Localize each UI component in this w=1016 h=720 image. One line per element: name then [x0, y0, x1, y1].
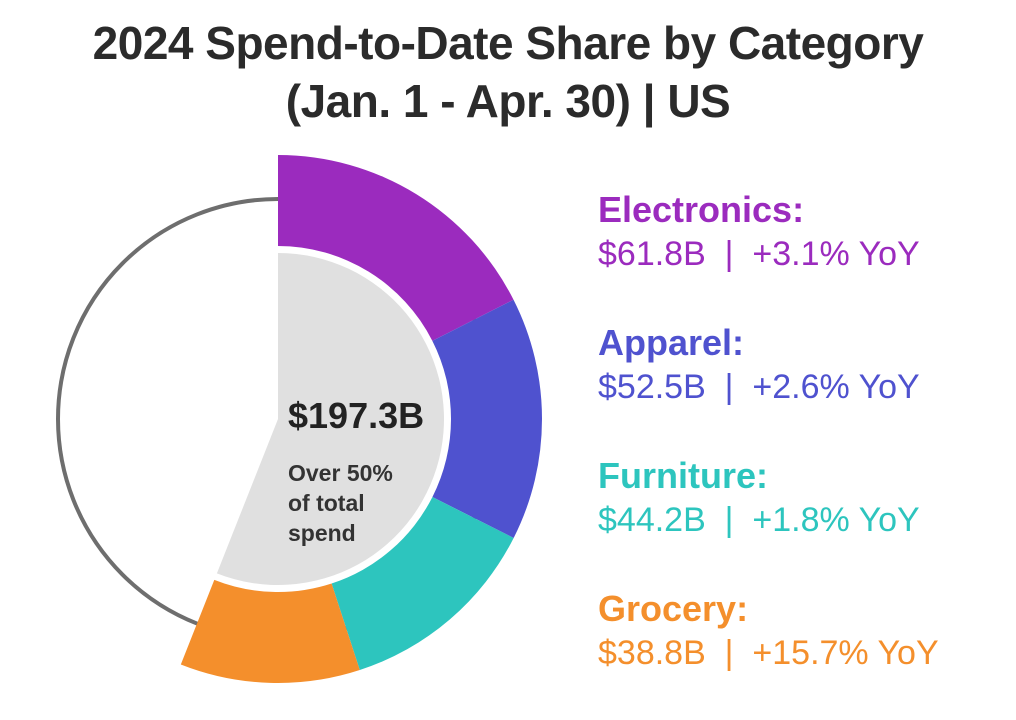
legend-yoy: +15.7% YoY	[752, 634, 939, 672]
chart-title: 2024 Spend-to-Date Share by Category (Ja…	[0, 14, 1016, 130]
total-value-label: $197.3B	[288, 395, 424, 436]
legend-value: $61.8B | +3.1% YoY	[598, 232, 1008, 276]
legend-name: Apparel:	[598, 322, 745, 363]
legend-name: Furniture:	[598, 455, 768, 496]
slice-furniture	[331, 496, 514, 671]
legend-separator: |	[715, 235, 743, 273]
center-disc	[216, 253, 445, 585]
legend-item-apparel: Apparel: $52.5B | +2.6% YoY	[598, 321, 1008, 454]
legend-separator: |	[715, 368, 743, 406]
slices-group	[180, 155, 542, 683]
legend-item-electronics: Electronics: $61.8B | +3.1% YoY	[598, 188, 1008, 321]
legend-yoy: +1.8% YoY	[752, 501, 920, 539]
legend-amount: $38.8B	[598, 634, 706, 672]
legend-item-furniture: Furniture: $44.2B | +1.8% YoY	[598, 454, 1008, 587]
legend-name: Grocery:	[598, 588, 749, 629]
legend-name: Electronics:	[598, 189, 805, 230]
legend-item-grocery: Grocery: $38.8B | +15.7% YoY	[598, 587, 1008, 720]
legend-amount: $52.5B	[598, 368, 706, 406]
legend-amount: $44.2B	[598, 501, 706, 539]
legend-value: $52.5B | +2.6% YoY	[598, 365, 1008, 409]
center-note-line-1: Over 50%	[288, 460, 393, 486]
slice-electronics	[278, 155, 514, 341]
legend-separator: |	[715, 634, 743, 672]
legend-value: $44.2B | +1.8% YoY	[598, 498, 1008, 542]
title-line-1: 2024 Spend-to-Date Share by Category	[92, 17, 924, 69]
legend-yoy: +3.1% YoY	[752, 235, 920, 273]
slice-apparel	[432, 299, 542, 538]
legend: Electronics: $61.8B | +3.1% YoY Apparel:…	[598, 188, 1008, 720]
legend-separator: |	[715, 501, 743, 539]
slice-grocery	[180, 579, 360, 683]
title-line-2: (Jan. 1 - Apr. 30) | US	[285, 75, 731, 127]
legend-value: $38.8B | +15.7% YoY	[598, 631, 1008, 675]
legend-amount: $61.8B	[598, 235, 706, 273]
legend-yoy: +2.6% YoY	[752, 368, 920, 406]
center-note-line-2: of total	[288, 490, 365, 516]
donut-chart: $197.3B Over 50% of total spend	[56, 155, 542, 683]
center-note-line-3: spend	[288, 520, 356, 546]
center-disc-fill	[216, 253, 445, 585]
